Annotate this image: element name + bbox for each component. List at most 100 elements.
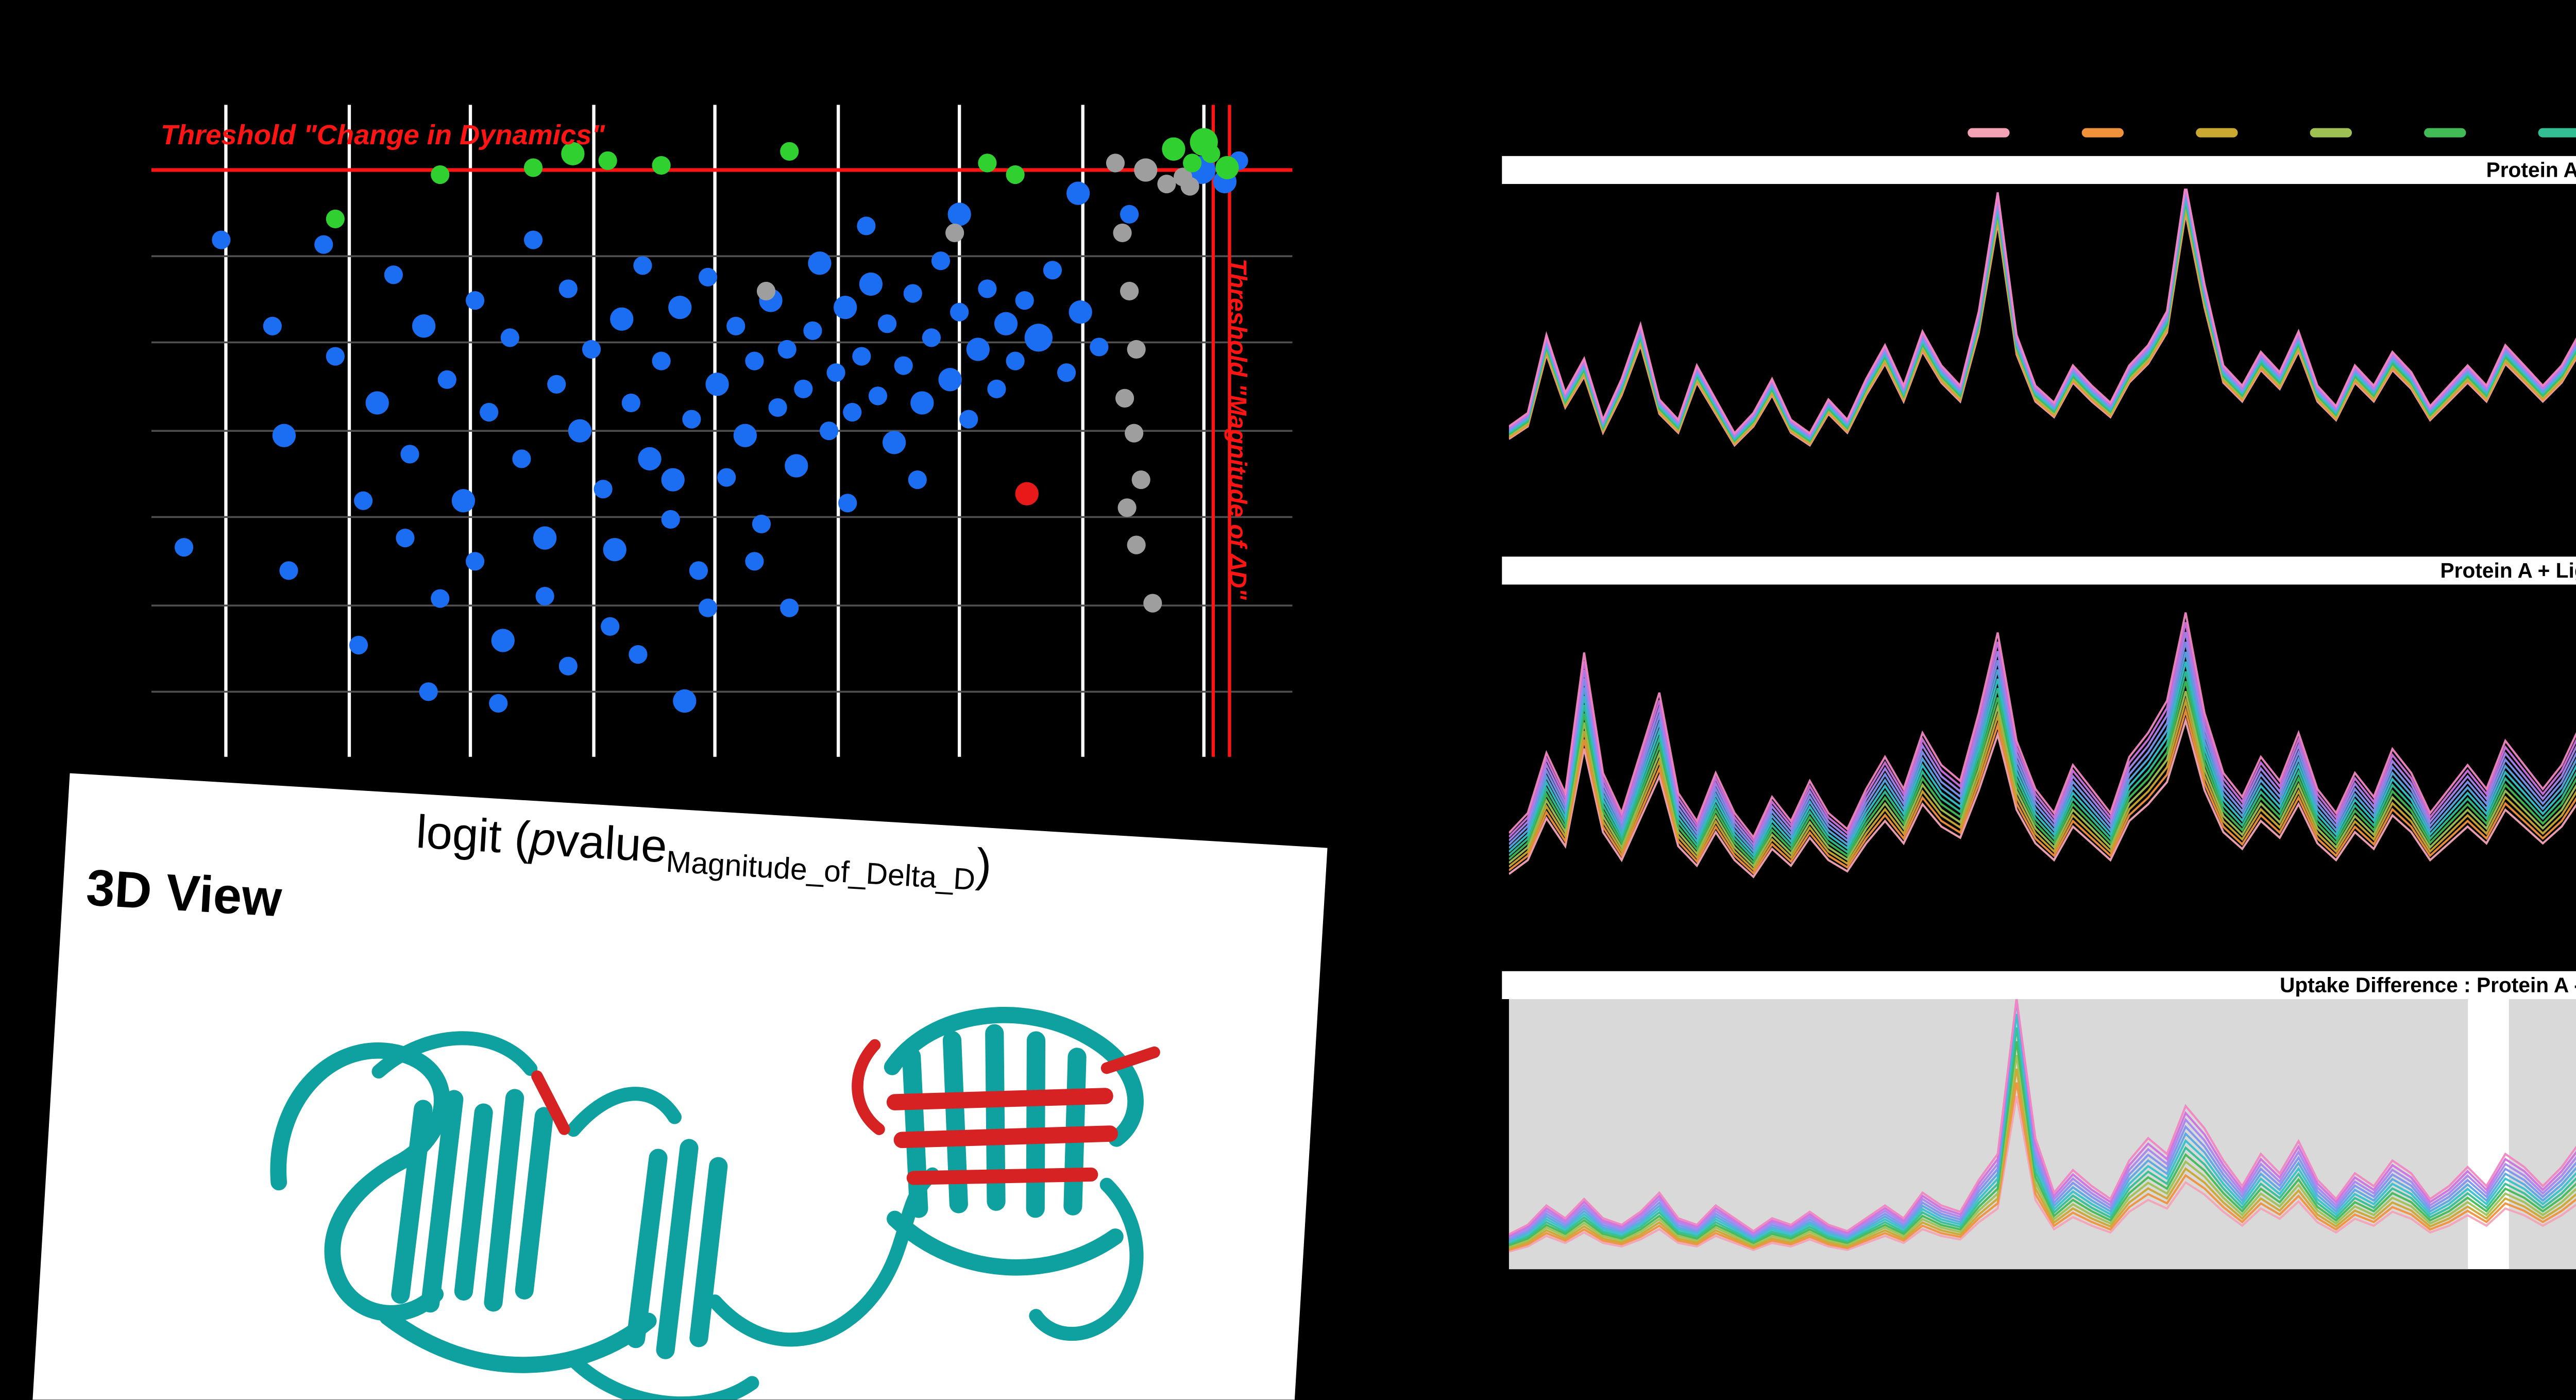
- scatter-point-green[interactable]: [326, 209, 345, 228]
- scatter-point-blue[interactable]: [1024, 324, 1053, 352]
- legend-swatch-1[interactable]: [1968, 128, 2010, 138]
- scatter-point-blue[interactable]: [726, 316, 745, 335]
- scatter-point-blue[interactable]: [174, 538, 194, 557]
- scatter-point-blue[interactable]: [785, 454, 808, 478]
- legend-swatch-2[interactable]: [2081, 128, 2124, 138]
- series-line-7[interactable]: [1509, 593, 2576, 857]
- scatter-point-blue[interactable]: [547, 375, 566, 394]
- scatter-point-blue[interactable]: [384, 265, 403, 284]
- scatter-point-blue[interactable]: [1006, 351, 1025, 370]
- scatter-point-blue[interactable]: [745, 351, 764, 370]
- scatter-point-green[interactable]: [561, 142, 585, 165]
- scatter-point-blue[interactable]: [1015, 291, 1034, 310]
- scatter-point-blue[interactable]: [868, 386, 888, 406]
- scatter-point-blue[interactable]: [594, 480, 613, 499]
- scatter-point-blue[interactable]: [1090, 338, 1109, 357]
- scatter-point-blue[interactable]: [698, 267, 718, 286]
- scatter-point-blue[interactable]: [354, 491, 373, 510]
- scatter-point-gray[interactable]: [1106, 154, 1125, 173]
- scatter-point-blue[interactable]: [938, 368, 962, 392]
- scatter-point-blue[interactable]: [931, 251, 951, 271]
- scatter-point-blue[interactable]: [717, 468, 736, 487]
- scatter-point-blue[interactable]: [859, 272, 883, 296]
- scatter-point-blue[interactable]: [819, 421, 839, 441]
- series-line-2[interactable]: [1509, 1082, 2576, 1251]
- scatter-point-green[interactable]: [1162, 137, 1185, 161]
- scatter-point-blue[interactable]: [826, 363, 845, 382]
- scatter-point-blue[interactable]: [883, 431, 906, 454]
- scatter-point-blue[interactable]: [808, 251, 832, 275]
- scatter-point-blue[interactable]: [533, 526, 557, 550]
- scatter-point-blue[interactable]: [582, 340, 601, 359]
- scatter-point-blue[interactable]: [994, 312, 1018, 335]
- scatter-point-blue[interactable]: [633, 256, 652, 275]
- scatter-point-gray[interactable]: [1125, 424, 1144, 443]
- scatter-point-blue[interactable]: [689, 561, 708, 580]
- scatter-point-blue[interactable]: [629, 645, 648, 664]
- scatter-point-blue[interactable]: [852, 347, 871, 366]
- scatter-point-gray[interactable]: [1131, 470, 1150, 490]
- scatter-point-blue[interactable]: [535, 586, 554, 606]
- legend-swatch-4[interactable]: [2310, 128, 2352, 138]
- series-line-11[interactable]: [1509, 999, 2576, 1237]
- scatter-point-gray[interactable]: [1157, 174, 1176, 194]
- scatter-point-blue[interactable]: [777, 340, 796, 359]
- scatter-point-blue[interactable]: [652, 351, 671, 370]
- scatter-point-blue[interactable]: [1043, 261, 1062, 280]
- scatter-point-blue[interactable]: [752, 514, 771, 534]
- scatter-point-blue[interactable]: [603, 538, 626, 562]
- scatter-point-blue[interactable]: [966, 338, 990, 361]
- scatter-point-blue[interactable]: [272, 424, 296, 447]
- scatter-point-gray[interactable]: [945, 223, 964, 243]
- scatter-point-blue[interactable]: [668, 296, 692, 319]
- scatter-point-blue[interactable]: [500, 328, 519, 347]
- scatter-point-blue[interactable]: [601, 617, 620, 636]
- scatter-point-blue[interactable]: [661, 468, 685, 492]
- scatter-point-blue[interactable]: [877, 314, 897, 333]
- scatter-point-blue[interactable]: [558, 656, 578, 676]
- legend-swatch-6[interactable]: [2538, 128, 2576, 138]
- scatter-point-blue[interactable]: [523, 230, 543, 249]
- scatter-point-gray[interactable]: [1117, 498, 1137, 517]
- scatter-point-blue[interactable]: [512, 449, 531, 468]
- series-line-4[interactable]: [1509, 205, 2576, 459]
- series-line-9[interactable]: [1509, 999, 2576, 1240]
- scatter-point-blue[interactable]: [1066, 181, 1090, 205]
- scatter-point-green[interactable]: [598, 151, 617, 170]
- scatter-point-blue[interactable]: [894, 356, 913, 375]
- series-line-1[interactable]: [1509, 1095, 2576, 1253]
- series-line-5[interactable]: [1509, 1041, 2576, 1246]
- scatter-point-gray[interactable]: [1120, 281, 1139, 301]
- scatter-point-gray[interactable]: [1180, 177, 1199, 196]
- scatter-point-blue[interactable]: [857, 216, 876, 235]
- scatter-point-blue[interactable]: [610, 307, 634, 331]
- scatter-point-blue[interactable]: [910, 391, 934, 415]
- scatter-point-gray[interactable]: [1115, 389, 1134, 408]
- scatter-point-blue[interactable]: [768, 398, 787, 417]
- scatter-point-blue[interactable]: [978, 279, 997, 298]
- scatter-point-blue[interactable]: [263, 316, 282, 335]
- scatter-point-green[interactable]: [652, 156, 671, 175]
- scatter-point-blue[interactable]: [489, 694, 508, 713]
- series-line-1[interactable]: [1509, 213, 2576, 491]
- series-line-11[interactable]: [1509, 589, 2576, 843]
- series-line-8[interactable]: [1509, 589, 2576, 853]
- scatter-point-blue[interactable]: [431, 589, 450, 608]
- volcano-svg[interactable]: [151, 105, 1293, 757]
- series-line-12[interactable]: [1509, 589, 2576, 839]
- scatter-point-blue[interactable]: [733, 424, 757, 447]
- scatter-point-blue[interactable]: [1069, 300, 1092, 324]
- chart-protein-a-ligand-svg[interactable]: [1509, 589, 2576, 953]
- series-line-4[interactable]: [1509, 1055, 2576, 1248]
- series-line-4[interactable]: [1509, 629, 2576, 868]
- scatter-point-blue[interactable]: [661, 510, 680, 529]
- scatter-point-blue[interactable]: [947, 203, 971, 226]
- series-line-12[interactable]: [1509, 999, 2576, 1236]
- legend-swatch-3[interactable]: [2196, 128, 2238, 138]
- series-line-10[interactable]: [1509, 999, 2576, 1239]
- scatter-point-red[interactable]: [1015, 482, 1039, 505]
- scatter-point-blue[interactable]: [621, 393, 640, 413]
- chart-uptake-difference-svg[interactable]: [1509, 999, 2576, 1270]
- scatter-point-blue[interactable]: [465, 291, 485, 310]
- scatter-point-blue[interactable]: [400, 445, 419, 464]
